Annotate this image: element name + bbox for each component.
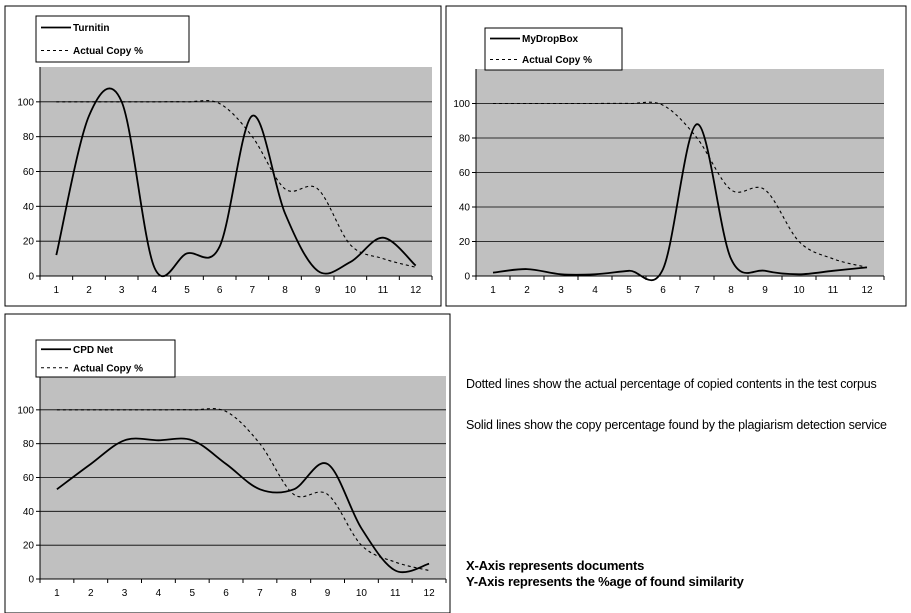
dotted-lines-note: Dotted lines show the actual percentage …	[466, 377, 877, 391]
y-tick-label: 60	[23, 473, 35, 484]
y-axis-note: Y-Axis represents the %age of found simi…	[466, 574, 744, 589]
x-tick-label: 12	[424, 588, 436, 599]
x-tick-label: 10	[793, 285, 805, 296]
series-line-solid	[492, 123, 868, 282]
axes-note: X-Axis represents documents Y-Axis repre…	[466, 558, 906, 590]
x-tick-label: 1	[490, 285, 496, 296]
x-tick-label: 1	[54, 285, 60, 296]
series-line-solid	[56, 437, 430, 574]
legend-label: Actual Copy %	[73, 46, 143, 57]
y-tick-label: 0	[28, 575, 34, 586]
series-line-dotted	[56, 408, 430, 572]
x-tick-label: 4	[156, 588, 162, 599]
x-tick-label: 12	[861, 285, 873, 296]
y-tick-label: 80	[23, 132, 35, 143]
x-tick-label: 10	[345, 285, 357, 296]
series-line-solid	[55, 87, 417, 278]
x-tick-label: 8	[728, 285, 734, 296]
x-tick-label: 9	[762, 285, 768, 296]
solid-lines-note: Solid lines show the copy percentage fou…	[466, 418, 887, 432]
y-tick-label: 0	[28, 272, 34, 283]
x-tick-label: 5	[626, 285, 632, 296]
legend-label: Actual Copy %	[73, 363, 143, 374]
y-tick-label: 40	[23, 202, 35, 213]
legend-label: Actual Copy %	[522, 55, 592, 66]
y-tick-label: 100	[17, 97, 34, 108]
x-tick-label: 3	[119, 285, 125, 296]
x-tick-label: 4	[152, 285, 158, 296]
x-tick-label: 3	[122, 588, 128, 599]
x-tick-label: 2	[86, 285, 92, 296]
x-tick-label: 11	[390, 588, 401, 599]
x-tick-label: 3	[558, 285, 564, 296]
series-line-dotted	[56, 100, 416, 268]
y-tick-label: 80	[459, 134, 471, 145]
x-tick-label: 11	[378, 285, 389, 296]
y-tick-label: 20	[23, 237, 35, 248]
x-tick-label: 4	[592, 285, 598, 296]
x-tick-label: 12	[410, 285, 422, 296]
x-tick-label: 7	[250, 285, 256, 296]
x-tick-label: 11	[828, 285, 839, 296]
x-tick-label: 8	[282, 285, 288, 296]
x-tick-label: 5	[189, 588, 195, 599]
y-tick-label: 20	[459, 237, 471, 248]
y-tick-label: 40	[23, 507, 35, 518]
legend-label: Turnitin	[73, 23, 109, 34]
x-tick-label: 2	[524, 285, 530, 296]
x-tick-label: 6	[217, 285, 223, 296]
x-tick-label: 5	[184, 285, 190, 296]
x-tick-label: 7	[694, 285, 700, 296]
y-tick-label: 100	[453, 99, 470, 110]
x-tick-label: 6	[660, 285, 666, 296]
legend-box	[484, 27, 623, 71]
legend-label: MyDropBox	[522, 34, 579, 45]
x-tick-label: 1	[54, 588, 60, 599]
y-tick-label: 100	[17, 405, 34, 416]
x-tick-label: 7	[257, 588, 263, 599]
x-tick-label: 10	[356, 588, 368, 599]
x-tick-label: 8	[291, 588, 297, 599]
y-tick-label: 60	[459, 168, 471, 179]
y-tick-label: 80	[23, 439, 35, 450]
y-tick-label: 60	[23, 167, 35, 178]
series-line-dotted	[492, 101, 868, 268]
x-tick-label: 2	[88, 588, 94, 599]
x-tick-label: 9	[315, 285, 321, 296]
legend-label: CPD Net	[73, 345, 114, 356]
x-tick-label: 9	[325, 588, 331, 599]
y-tick-label: 40	[459, 203, 471, 214]
x-axis-note: X-Axis represents documents	[466, 558, 645, 573]
y-tick-label: 0	[464, 272, 470, 283]
legend-box	[35, 339, 176, 378]
y-tick-label: 20	[23, 541, 35, 552]
legend-box	[35, 15, 190, 63]
x-tick-label: 6	[223, 588, 229, 599]
